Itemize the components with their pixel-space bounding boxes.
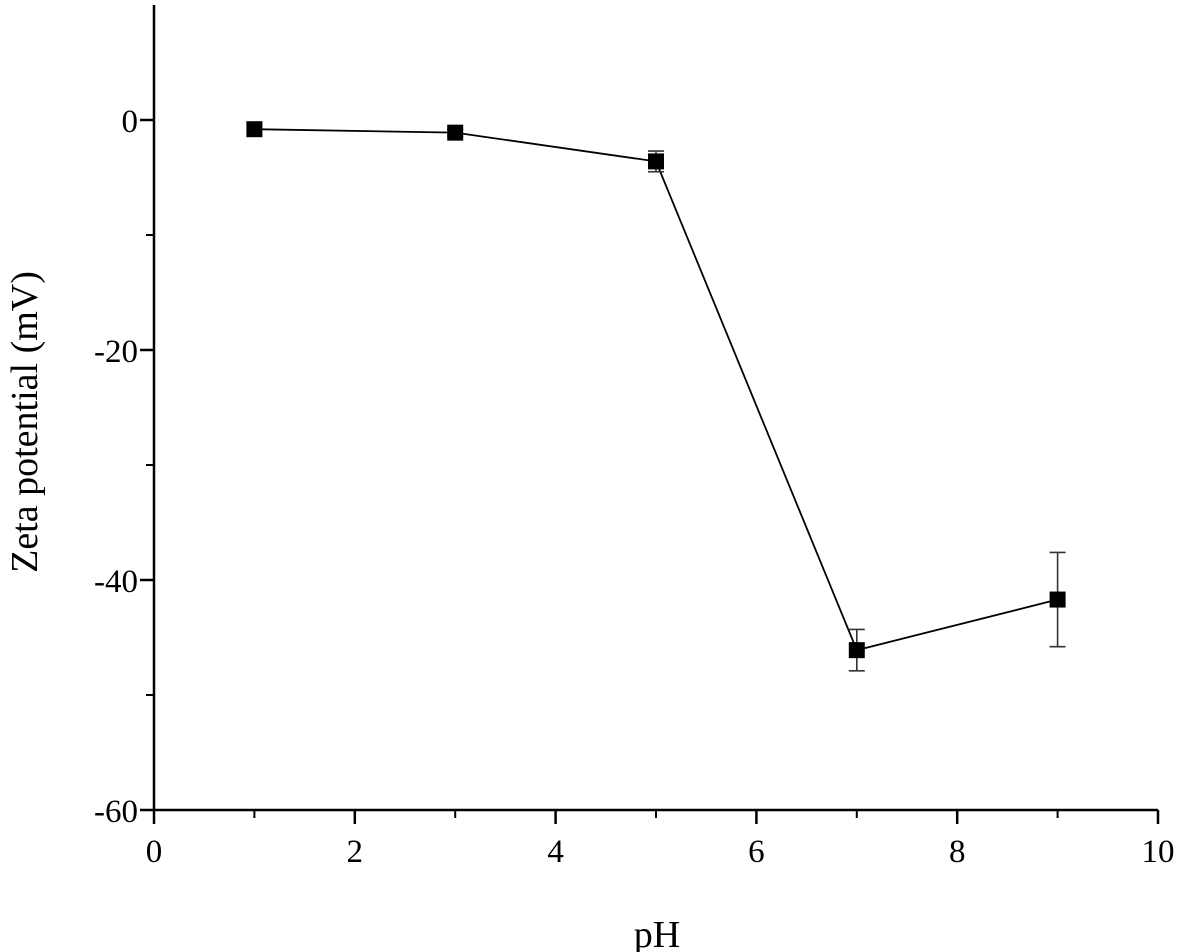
series-line	[254, 128, 1058, 652]
x-tick-label: 0	[146, 834, 163, 870]
y-tick-label: -40	[94, 564, 138, 600]
y-tick-label: -20	[94, 334, 138, 370]
x-tick-label: 4	[547, 834, 564, 870]
x-tick-label: 10	[1142, 834, 1175, 870]
data-point-marker	[447, 124, 464, 141]
x-tick-label: 2	[347, 834, 364, 870]
data-point-marker	[246, 121, 263, 138]
y-tick-label: 0	[122, 104, 139, 140]
y-axis-title: Zeta potential (mV)	[4, 271, 46, 573]
data-series	[246, 121, 1066, 672]
axes	[152, 5, 1158, 812]
x-tick-label: 8	[949, 834, 966, 870]
data-point-marker	[648, 153, 664, 170]
data-point-marker	[1049, 591, 1066, 608]
x-tick-label: 6	[748, 834, 765, 870]
y-tick-label: -60	[94, 794, 138, 830]
x-axis-title: pH	[634, 914, 680, 952]
ticks: 0 2 4 6 8 10 -60 -40 -20 0	[94, 104, 1175, 870]
data-point-marker	[848, 642, 865, 659]
